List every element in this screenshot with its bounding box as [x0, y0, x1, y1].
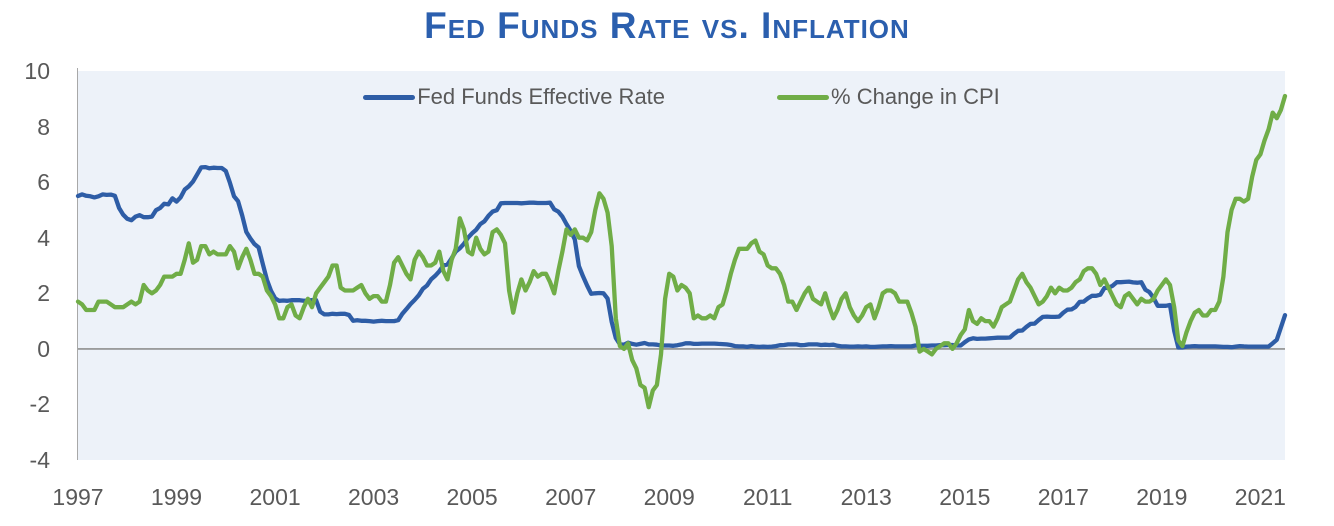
x-tick-label: 2017: [1037, 484, 1089, 510]
x-tick-label: 2009: [643, 484, 695, 510]
y-tick-label: 0: [37, 335, 50, 362]
x-tick-label: 2005: [446, 484, 498, 510]
cpi-line-swatch: [777, 94, 830, 100]
legend-item-cpi: % Change in CPI: [777, 84, 1000, 110]
y-tick-label: 4: [37, 224, 50, 251]
x-tick-label: 2019: [1136, 484, 1188, 510]
cpi-line: [75, 93, 1288, 410]
plot-area: [75, 71, 1288, 460]
x-tick-label: 2001: [249, 484, 301, 510]
y-tick-label: 10: [24, 58, 50, 84]
y-tick-label: 6: [37, 169, 50, 196]
legend-label-cpi: % Change in CPI: [831, 84, 1000, 109]
chart-canvas: [75, 93, 1288, 410]
x-tick-label: 2015: [939, 484, 991, 510]
y-tick-label: -2: [29, 391, 50, 418]
x-tick-label: 2003: [348, 484, 400, 510]
legend-label-fed-funds: Fed Funds Effective Rate: [417, 84, 666, 109]
legend: Fed Funds Effective Rate % Change in CPI: [78, 84, 1285, 110]
chart-title: Fed Funds Rate vs. Inflation: [424, 5, 910, 46]
y-axis-line: [76, 68, 78, 460]
x-tick-label: 1999: [150, 484, 203, 510]
x-tick-label: 1997: [52, 484, 104, 510]
x-tick-label: 2021: [1234, 484, 1286, 510]
y-tick-label: 8: [37, 113, 50, 140]
x-tick-label: 2011: [742, 484, 793, 510]
y-tick-label: -4: [29, 447, 50, 473]
y-tick-label: 2: [37, 280, 50, 307]
fed-funds-line: [75, 164, 1288, 350]
x-tick-label: 2013: [840, 484, 892, 510]
fed-funds-line-swatch: [363, 94, 416, 100]
x-tick-label: 2007: [545, 484, 597, 510]
legend-item-fed-funds: Fed Funds Effective Rate: [363, 84, 665, 110]
